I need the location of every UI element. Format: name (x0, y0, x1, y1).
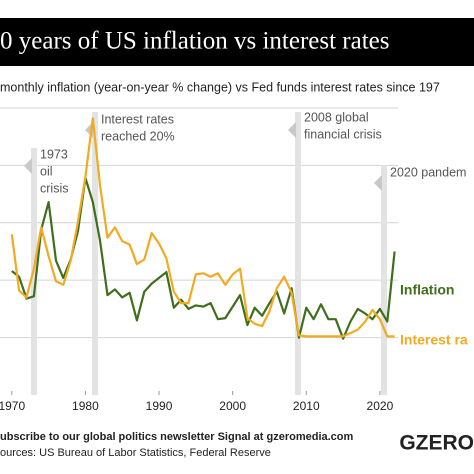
annotation-text: financial crisis (304, 127, 382, 141)
annotation-arrow (288, 122, 296, 138)
annotation-text: crisis (40, 181, 68, 195)
footer-line: ources: US Bureau of Labor Statistics, F… (0, 447, 271, 459)
title-band (0, 18, 474, 66)
brand: GZERO (399, 432, 474, 455)
footer-line: ubscribe to our global politics newslett… (0, 431, 354, 443)
annotation-text: 2020 pandem (390, 165, 466, 179)
annotation-arrow (374, 175, 382, 191)
x-tick-label: 1980 (72, 399, 99, 413)
annotation-bar (381, 165, 387, 395)
series-line (10, 117, 395, 338)
annotation-text: oil (40, 164, 53, 178)
annotation-arrow (24, 158, 32, 174)
annotation-text: Interest rates (101, 112, 174, 126)
x-tick-label: 1970 (0, 399, 25, 413)
annotation-bar (295, 112, 301, 395)
series-line (11, 176, 396, 340)
x-tick-label: 2010 (293, 399, 320, 413)
x-tick-label: 2020 (367, 399, 394, 413)
chart-subtitle: monthly inflation (year-on-year % change… (0, 80, 440, 94)
x-tick-label: 1990 (146, 399, 173, 413)
annotation-text: 1973 (40, 147, 68, 161)
chart-title: 0 years of US inflation vs interest rate… (0, 28, 390, 55)
series-label: Interest ra (400, 332, 468, 348)
annotation-text: 2008 global (304, 110, 369, 124)
series-label: Inflation (400, 282, 454, 298)
annotation-bar (92, 112, 98, 395)
annotation-text: reached 20% (101, 129, 175, 143)
x-tick-label: 2000 (219, 399, 246, 413)
